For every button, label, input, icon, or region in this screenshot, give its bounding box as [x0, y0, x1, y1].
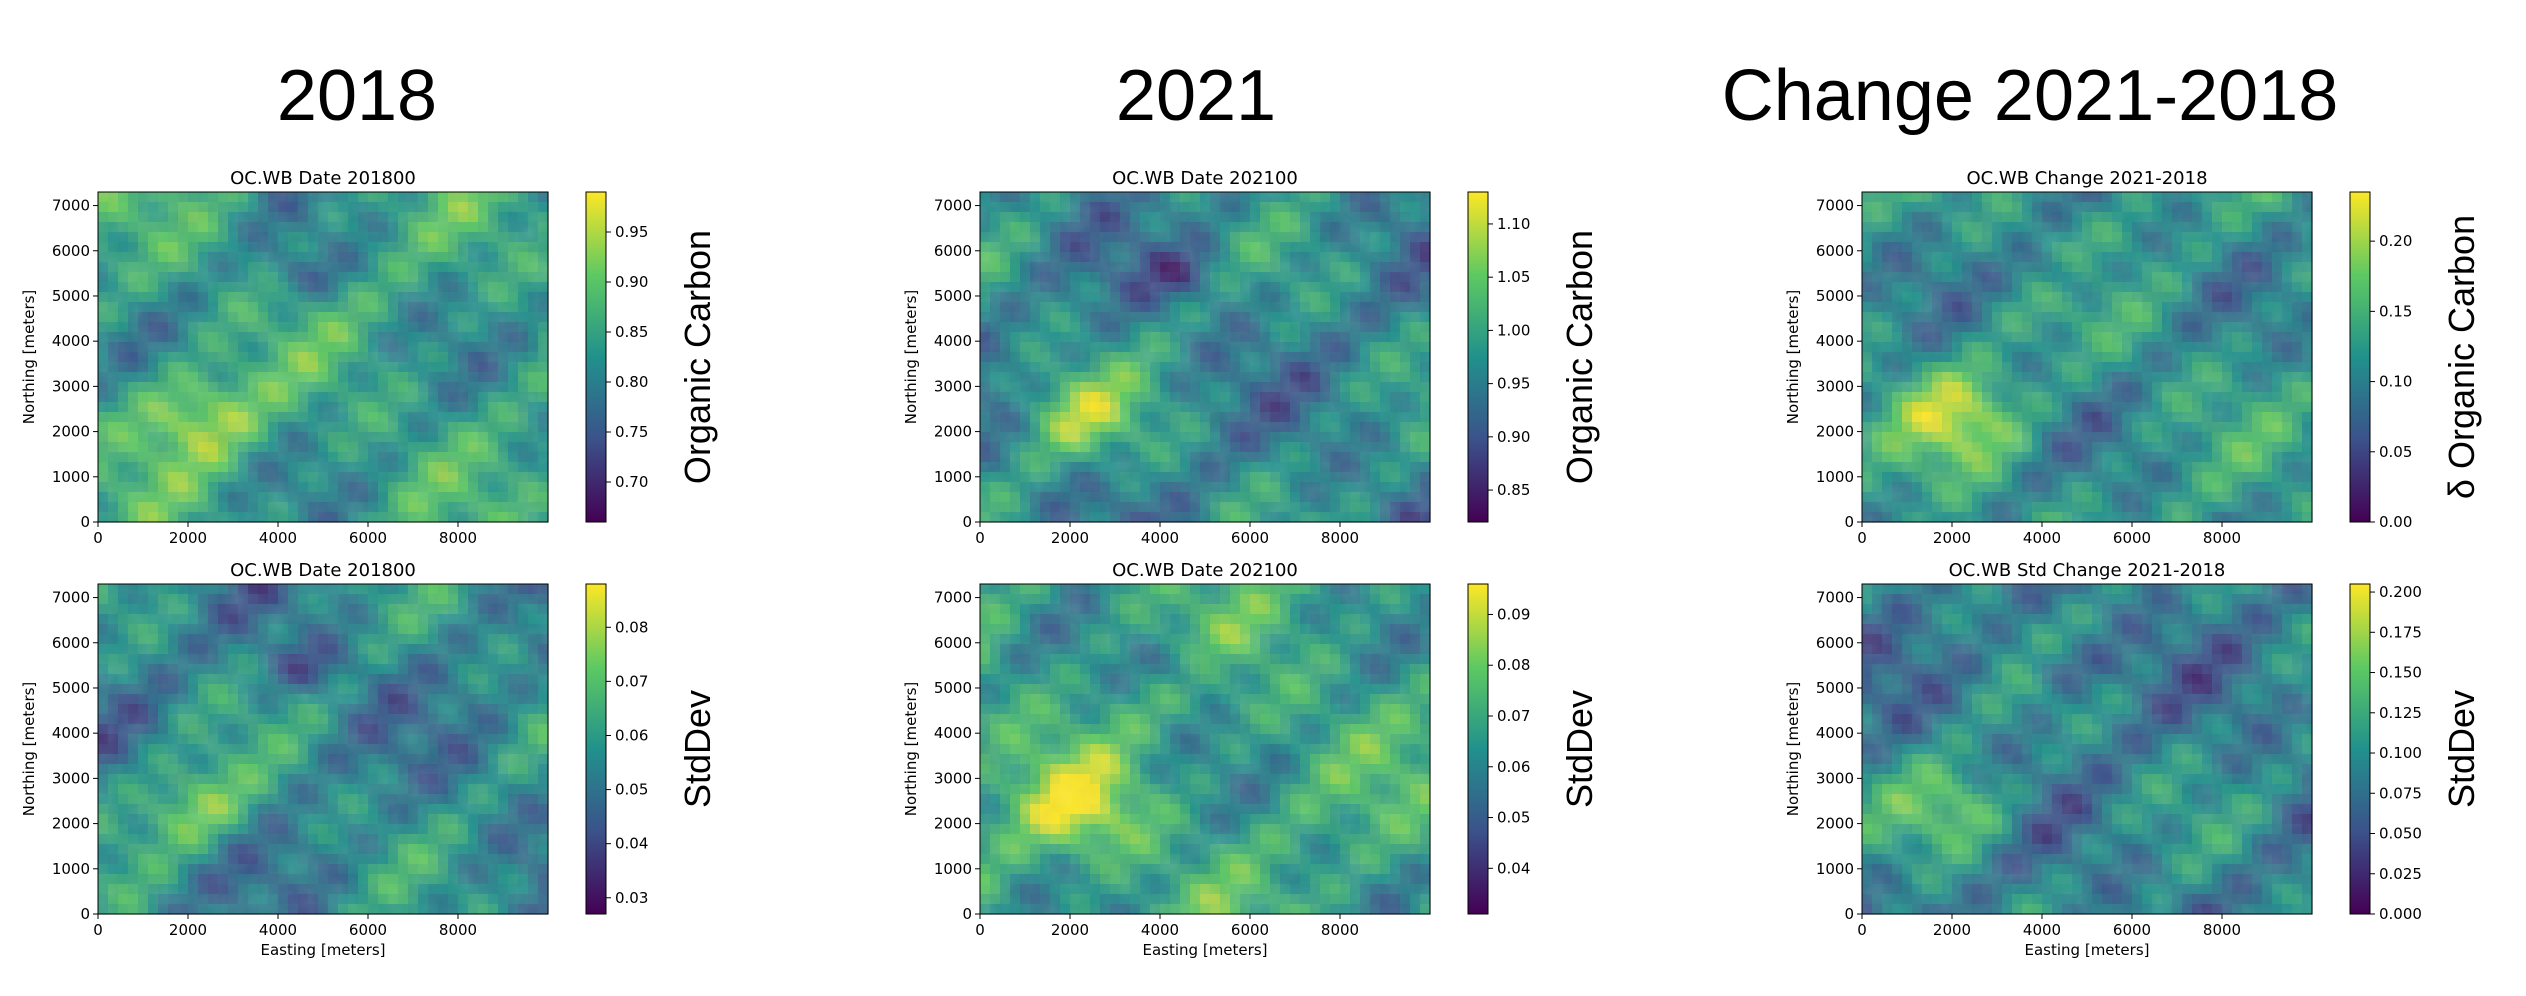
y-axis-label: Northing [meters] — [1784, 290, 1802, 425]
colorbar-tick-label: 0.90 — [1497, 428, 1530, 446]
colorbar — [585, 191, 607, 523]
panel-2: OC.WB Date 202100 0 2000 4000 6000 8000 0 1000 2… — [902, 168, 1600, 547]
x-tick-label: 0 — [1857, 529, 1867, 547]
y-tick-label: 3000 — [1816, 377, 1854, 395]
panel-title: OC.WB Date 202100 — [1112, 168, 1298, 189]
colorbar-tick-label: 0.20 — [2379, 232, 2412, 250]
y-tick-label: 6000 — [934, 242, 972, 260]
y-tick-label: 2000 — [934, 423, 972, 441]
x-tick-label: 2000 — [169, 529, 207, 547]
panel-title: OC.WB Change 2021-2018 — [1966, 168, 2207, 189]
y-tick-label: 7000 — [52, 197, 90, 215]
colorbar-label: Organic Carbon — [1559, 230, 1600, 484]
column-header-2021: 2021 — [1116, 56, 1276, 136]
y-tick-label: 7000 — [1816, 197, 1854, 215]
x-tick-label: 2000 — [1933, 529, 1971, 547]
y-tick-label: 4000 — [1816, 332, 1854, 350]
y-tick-label: 1000 — [934, 468, 972, 486]
y-axis-label: Northing [meters] — [20, 290, 38, 425]
x-tick-label: 6000 — [1231, 529, 1269, 547]
texture-overlay — [1862, 192, 2312, 522]
x-tick-label: 4000 — [1141, 529, 1179, 547]
colorbar-label: δ Organic Carbon — [2441, 215, 2482, 499]
y-tick-label: 5000 — [52, 287, 90, 305]
y-tick-label: 0 — [962, 513, 972, 531]
colorbar-tick-label: 0.80 — [615, 373, 648, 391]
y-tick-label: 2000 — [1816, 423, 1854, 441]
colorbar — [2349, 191, 2371, 523]
column-header-2018: 2018 — [277, 56, 437, 136]
x-tick-label: 4000 — [2023, 529, 2061, 547]
colorbar-tick-label: 0.10 — [2379, 373, 2412, 391]
y-tick-label: 0 — [1844, 513, 1854, 531]
plot-frame — [1861, 191, 2313, 523]
y-tick-label: 7000 — [934, 197, 972, 215]
texture-overlay — [980, 192, 1430, 522]
panel-title: OC.WB Date 201800 — [230, 168, 416, 189]
colorbar-tick-label: 0.75 — [615, 423, 648, 441]
x-tick-label: 0 — [93, 529, 103, 547]
colorbar-tick-label: 0.05 — [2379, 443, 2412, 461]
y-tick-label: 0 — [80, 513, 90, 531]
colorbar-tick-label: 0.85 — [1497, 481, 1530, 499]
y-tick-label: 5000 — [1816, 287, 1854, 305]
colorbar-tick-label: 1.00 — [1497, 321, 1530, 339]
texture-overlay — [98, 192, 548, 522]
colorbar-tick-label: 0.00 — [2379, 513, 2412, 531]
panel-3: OC.WB Change 2021-2018 0 2000 4000 6000 8000 0… — [1784, 168, 2482, 547]
y-tick-label: 6000 — [1816, 242, 1854, 260]
y-tick-label: 1000 — [1816, 468, 1854, 486]
x-tick-label: 2000 — [1051, 529, 1089, 547]
y-tick-label: 4000 — [934, 332, 972, 350]
colorbar-tick-label: 0.90 — [615, 273, 648, 291]
x-tick-label: 4000 — [259, 529, 297, 547]
y-axis-label: Northing [meters] — [902, 290, 920, 425]
colorbar-tick-label: 1.05 — [1497, 268, 1530, 286]
colorbar — [1467, 191, 1489, 523]
y-tick-label: 1000 — [52, 468, 90, 486]
plot-frame — [979, 191, 1431, 523]
y-tick-label: 3000 — [934, 377, 972, 395]
x-tick-label: 6000 — [349, 529, 387, 547]
panel-title: OC.WB Date 201800 — [230, 560, 416, 581]
x-tick-label: 8000 — [2203, 529, 2241, 547]
plot-frame — [97, 191, 549, 523]
x-tick-label: 6000 — [2113, 529, 2151, 547]
panel-1: OC.WB Date 201800 0 2000 4000 6000 8000 0 1000 2… — [20, 168, 718, 547]
colorbar-tick-label: 0.70 — [615, 473, 648, 491]
x-tick-label: 8000 — [439, 529, 477, 547]
y-tick-label: 4000 — [52, 332, 90, 350]
colorbar-tick-label: 1.10 — [1497, 215, 1530, 233]
x-tick-label: 0 — [975, 529, 985, 547]
y-tick-label: 5000 — [934, 287, 972, 305]
y-tick-label: 3000 — [52, 377, 90, 395]
x-tick-label: 8000 — [1321, 529, 1359, 547]
colorbar-tick-label: 0.15 — [2379, 302, 2412, 320]
y-tick-label: 6000 — [52, 242, 90, 260]
colorbar-label: Organic Carbon — [677, 230, 718, 484]
colorbar-tick-label: 0.85 — [615, 323, 648, 341]
colorbar-tick-label: 0.95 — [1497, 375, 1530, 393]
colorbar-tick-label: 0.95 — [615, 223, 648, 241]
y-tick-label: 2000 — [52, 423, 90, 441]
column-header-change: Change 2021-2018 — [1722, 56, 2339, 136]
